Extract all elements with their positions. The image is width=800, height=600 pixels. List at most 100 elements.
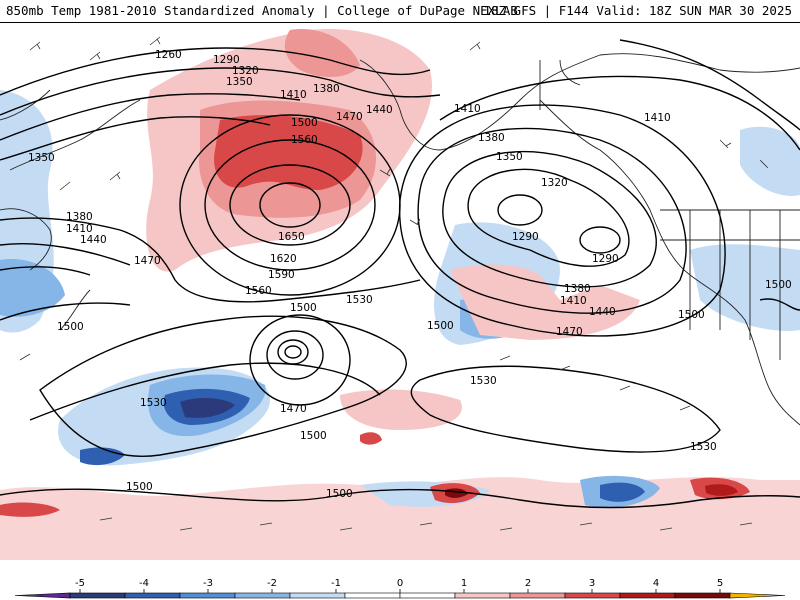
contour-label: 1530	[346, 294, 373, 306]
weather-map[interactable]: 1260 1290 1320 1350 1380 1410 1440 1470 …	[0, 23, 800, 575]
height-contours	[0, 39, 800, 509]
anomaly-shading	[0, 29, 800, 560]
contour-line	[204, 139, 376, 271]
contour-label: 1500	[765, 279, 792, 291]
contour-label: 1410	[66, 223, 93, 235]
contour-label: 1500	[291, 117, 318, 129]
contour-label: 1350	[28, 152, 55, 164]
map-title: 850mb Temp 1981-2010 Standardized Anomal…	[6, 3, 518, 18]
color-scale-ticks: -5 -4 -3 -2 -1 0 1 2 3 4 5	[75, 578, 723, 593]
warm-anomaly-area	[450, 264, 640, 340]
color-scale-tick-label: 4	[653, 578, 659, 589]
color-scale-segment	[289, 592, 346, 599]
contour-line	[249, 314, 351, 406]
map-header: 850mb Temp 1981-2010 Standardized Anomal…	[0, 0, 800, 23]
contour-line	[266, 330, 324, 380]
contour-line	[39, 315, 407, 457]
contour-label: 1470	[134, 255, 161, 267]
color-scale-tick-label: 0	[397, 578, 403, 589]
color-scale-segment	[234, 592, 291, 599]
contour-line	[410, 365, 721, 453]
contour-line	[0, 243, 131, 266]
contour-line	[29, 362, 381, 421]
contour-label: 1380	[564, 283, 591, 295]
warm-anomaly-area	[284, 29, 360, 77]
contour-label: 1410	[560, 295, 587, 307]
cold-anomaly-area	[740, 126, 800, 196]
color-scale-segment	[674, 592, 731, 599]
contour-label: 1560	[291, 134, 318, 146]
contour-label: 1290	[592, 253, 619, 265]
contour-line	[0, 302, 131, 321]
color-scale-segment	[179, 592, 236, 599]
contour-line	[0, 116, 271, 161]
color-scale-segment	[69, 592, 126, 599]
contour-line	[579, 226, 621, 254]
contour-line	[284, 345, 302, 359]
model-run-info: 18Z GFS | F144 Valid: 18Z SUN MAR 30 202…	[483, 3, 792, 18]
contour-label: 1500	[326, 488, 353, 500]
color-scale-tick-label: 2	[525, 578, 531, 589]
contour-label: 1380	[66, 211, 93, 223]
color-scale-bar	[14, 592, 786, 599]
contour-label: 1560	[245, 285, 272, 297]
color-scale-segment	[14, 592, 71, 599]
contour-label: 1530	[470, 375, 497, 387]
color-scale-tick-label: -4	[139, 578, 149, 589]
color-scale-segment	[344, 592, 401, 599]
contour-label: 1500	[678, 309, 705, 321]
contour-label: 1500	[57, 321, 84, 333]
cold-anomaly-area	[690, 244, 800, 331]
contour-line	[398, 104, 726, 337]
warm-anomaly-area	[214, 115, 363, 190]
cold-anomaly-area	[600, 482, 645, 502]
warm-anomaly-area	[0, 502, 60, 517]
contour-label: 1320	[541, 177, 568, 189]
color-scale-tick-label: -2	[267, 578, 277, 589]
contour-label: 1470	[336, 111, 363, 123]
wind-barbs	[19, 36, 769, 531]
contour-label: 1530	[690, 441, 717, 453]
contour-line	[467, 168, 630, 267]
contour-label: 1380	[313, 83, 340, 95]
contour-line	[0, 47, 431, 96]
contour-label: 1470	[280, 403, 307, 415]
contour-line	[0, 67, 441, 116]
contour-line	[0, 488, 800, 509]
warm-anomaly-area	[360, 432, 382, 445]
contour-line	[229, 164, 351, 246]
color-scale-tick-label: 5	[717, 578, 723, 589]
contour-label: 1500	[300, 430, 327, 442]
contour-line	[759, 298, 800, 311]
contour-label: 1590	[268, 269, 295, 281]
anomaly-color-scale: -5 -4 -3 -2 -1 0 1 2 3 4 5	[0, 575, 800, 600]
warm-anomaly-area	[340, 389, 462, 430]
color-scale-tick-label: 1	[461, 578, 467, 589]
color-scale-tick-label: -5	[75, 578, 85, 589]
contour-line	[442, 150, 657, 288]
warm-anomaly-area	[705, 484, 738, 496]
contour-label: 1470	[556, 326, 583, 338]
contour-label: 1500	[427, 320, 454, 332]
contour-label: 1380	[478, 132, 505, 144]
contour-label-group: 1260 1290 1320 1350 1380 1410 1440 1470 …	[28, 49, 792, 500]
color-scale-segment	[729, 592, 786, 599]
color-scale-tick-label: -3	[203, 578, 213, 589]
contour-label: 1620	[270, 253, 297, 265]
contour-label: 1410	[644, 112, 671, 124]
contour-label: 1440	[589, 306, 616, 318]
contour-line	[439, 75, 800, 151]
contour-line	[277, 339, 309, 365]
color-scale-tick-label: -1	[331, 578, 341, 589]
contour-label: 1500	[126, 481, 153, 493]
contour-label: 1350	[496, 151, 523, 163]
color-scale-tick-label: 3	[589, 578, 595, 589]
contour-line	[0, 266, 91, 276]
cold-anomaly-area	[180, 398, 235, 418]
contour-label: 1410	[280, 89, 307, 101]
contour-line	[497, 194, 543, 226]
contour-label: 1500	[290, 302, 317, 314]
color-scale-segment	[619, 592, 676, 599]
color-scale-segment	[564, 592, 621, 599]
contour-label: 1290	[512, 231, 539, 243]
